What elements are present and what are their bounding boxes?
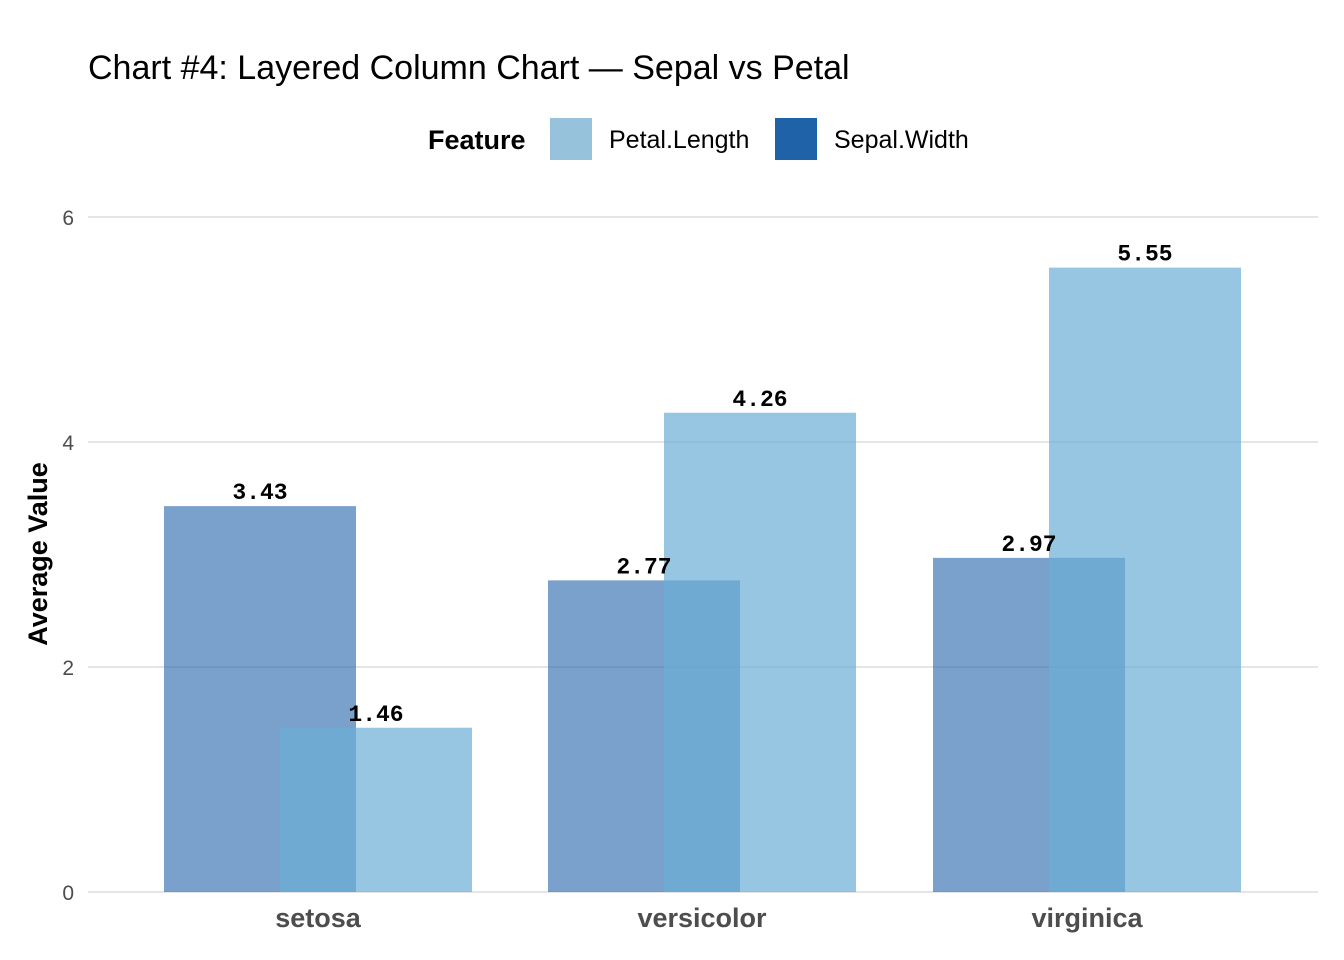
legend-swatch-petal-length [550, 118, 592, 160]
legend-label-sepal-width: Sepal.Width [834, 126, 969, 154]
y-tick-label: 6 [62, 207, 74, 230]
x-tick-label-versicolor: versicolor [637, 903, 767, 933]
y-tick-label: 0 [62, 882, 74, 905]
data-labels: 3.43 2.77 2.97 1.46 4.26 5.55 [232, 242, 1172, 728]
legend: Feature Petal.Length Sepal.Width [428, 118, 969, 160]
x-tick-label-virginica: virginica [1031, 903, 1143, 933]
data-label-sepal-width-setosa: 3.43 [232, 480, 287, 506]
y-axis-label: Average Value [23, 462, 53, 646]
bar-petal-length-versicolor [664, 412, 856, 892]
y-axis-ticks: 0 2 4 6 [62, 207, 74, 905]
y-tick-label: 4 [62, 432, 74, 455]
data-label-petal-length-setosa: 1.46 [348, 702, 403, 728]
chart-title: Chart #4: Layered Column Chart — Sepal v… [88, 49, 850, 87]
data-label-sepal-width-versicolor: 2.77 [616, 554, 671, 580]
data-label-petal-length-virginica: 5.55 [1117, 242, 1172, 268]
legend-label-petal-length: Petal.Length [609, 126, 749, 154]
legend-swatch-sepal-width [775, 118, 817, 160]
bar-petal-length-setosa [280, 727, 472, 892]
y-tick-label: 2 [62, 657, 74, 680]
data-label-sepal-width-virginica: 2.97 [1001, 532, 1056, 558]
x-tick-label-setosa: setosa [275, 903, 362, 933]
bars [164, 267, 1241, 892]
legend-title: Feature [428, 125, 526, 155]
bar-petal-length-virginica [1049, 267, 1241, 892]
data-label-petal-length-versicolor: 4.26 [732, 387, 787, 413]
x-axis-ticks: setosa versicolor virginica [275, 903, 1143, 933]
